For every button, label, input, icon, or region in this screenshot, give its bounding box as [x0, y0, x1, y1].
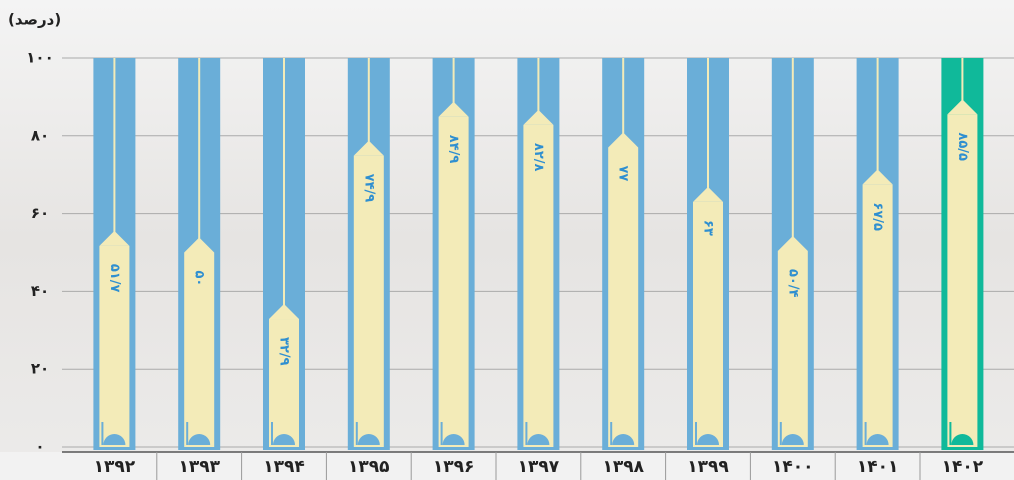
- y-tick-label: ۴۰: [31, 282, 49, 300]
- bar: [99, 245, 130, 447]
- bar-icon: [188, 434, 211, 445]
- x-tick-label: ۱۳۹۲: [94, 457, 136, 477]
- value-label: ۸۴/۹: [446, 135, 461, 164]
- bar: [777, 250, 808, 447]
- bar: [608, 147, 639, 447]
- bar-icon: [103, 434, 126, 445]
- x-tick-label: ۱۳۹۶: [433, 457, 475, 477]
- value-label: ۸۵/۵: [955, 132, 970, 161]
- y-axis-label: (درصد): [8, 11, 61, 29]
- bar-icon: [527, 434, 550, 445]
- bar-icon: [357, 434, 380, 445]
- x-tick-label: ۱۳۹۴: [263, 457, 305, 477]
- x-tick-label: ۱۳۹۷: [518, 457, 560, 477]
- x-tick-label: ۱۴۰۲: [942, 457, 984, 477]
- value-label: ۵۰: [192, 271, 207, 287]
- x-tick-label: ۱۳۹۹: [687, 457, 729, 477]
- bar-arrow: [608, 132, 639, 148]
- x-axis-band: [0, 452, 1014, 480]
- bar-icon: [273, 434, 295, 445]
- bar-arrow: [693, 186, 723, 202]
- value-label: ۷۷: [616, 165, 631, 181]
- bar-icon: [951, 434, 974, 445]
- y-tick-label: ۰: [35, 438, 44, 456]
- x-tick-label: ۱۳۹۵: [348, 457, 390, 477]
- bar-arrow: [523, 109, 554, 125]
- bar: [693, 201, 723, 447]
- x-tick-label: ۱۳۹۳: [178, 457, 220, 477]
- bar-icon: [697, 434, 719, 445]
- y-tick-label: ۲۰: [31, 360, 49, 378]
- bar-icon: [781, 434, 804, 445]
- value-label: ۷۴/۹: [361, 174, 376, 203]
- bar-arrow: [184, 237, 215, 253]
- value-label: ۶۷/۵: [870, 202, 885, 231]
- bar-arrow: [99, 230, 130, 246]
- bar-arrow: [947, 99, 978, 115]
- bar: [947, 114, 978, 447]
- bar-arrow: [862, 169, 893, 185]
- value-label: ۵۰/۴: [785, 269, 800, 298]
- y-tick-label: ۱۰۰: [26, 49, 53, 67]
- x-tick-label: ۱۴۰۱: [857, 457, 899, 477]
- bar-arrow: [269, 304, 299, 320]
- bar: [862, 184, 893, 448]
- y-tick-label: ۶۰: [31, 204, 49, 222]
- x-tick-label: ۱۴۰۰: [772, 457, 814, 477]
- x-tick-label: ۱۳۹۸: [602, 457, 644, 477]
- value-label: ۵۱/۷: [107, 264, 122, 293]
- value-label: ۳۲/۹: [277, 337, 292, 366]
- y-tick-label: ۸۰: [31, 126, 49, 144]
- bar: [269, 319, 299, 447]
- bar: [353, 155, 384, 448]
- bar-icon: [442, 434, 465, 445]
- bar-icon: [612, 434, 635, 445]
- bar-arrow: [353, 140, 384, 156]
- bar-icon: [866, 434, 889, 445]
- bar: [523, 124, 554, 448]
- value-label: ۶۳: [701, 220, 716, 236]
- bar: [184, 252, 215, 447]
- value-label: ۸۲/۸: [531, 143, 546, 172]
- bar-arrow: [777, 235, 808, 251]
- bar: [438, 116, 469, 447]
- bar-arrow: [438, 101, 469, 117]
